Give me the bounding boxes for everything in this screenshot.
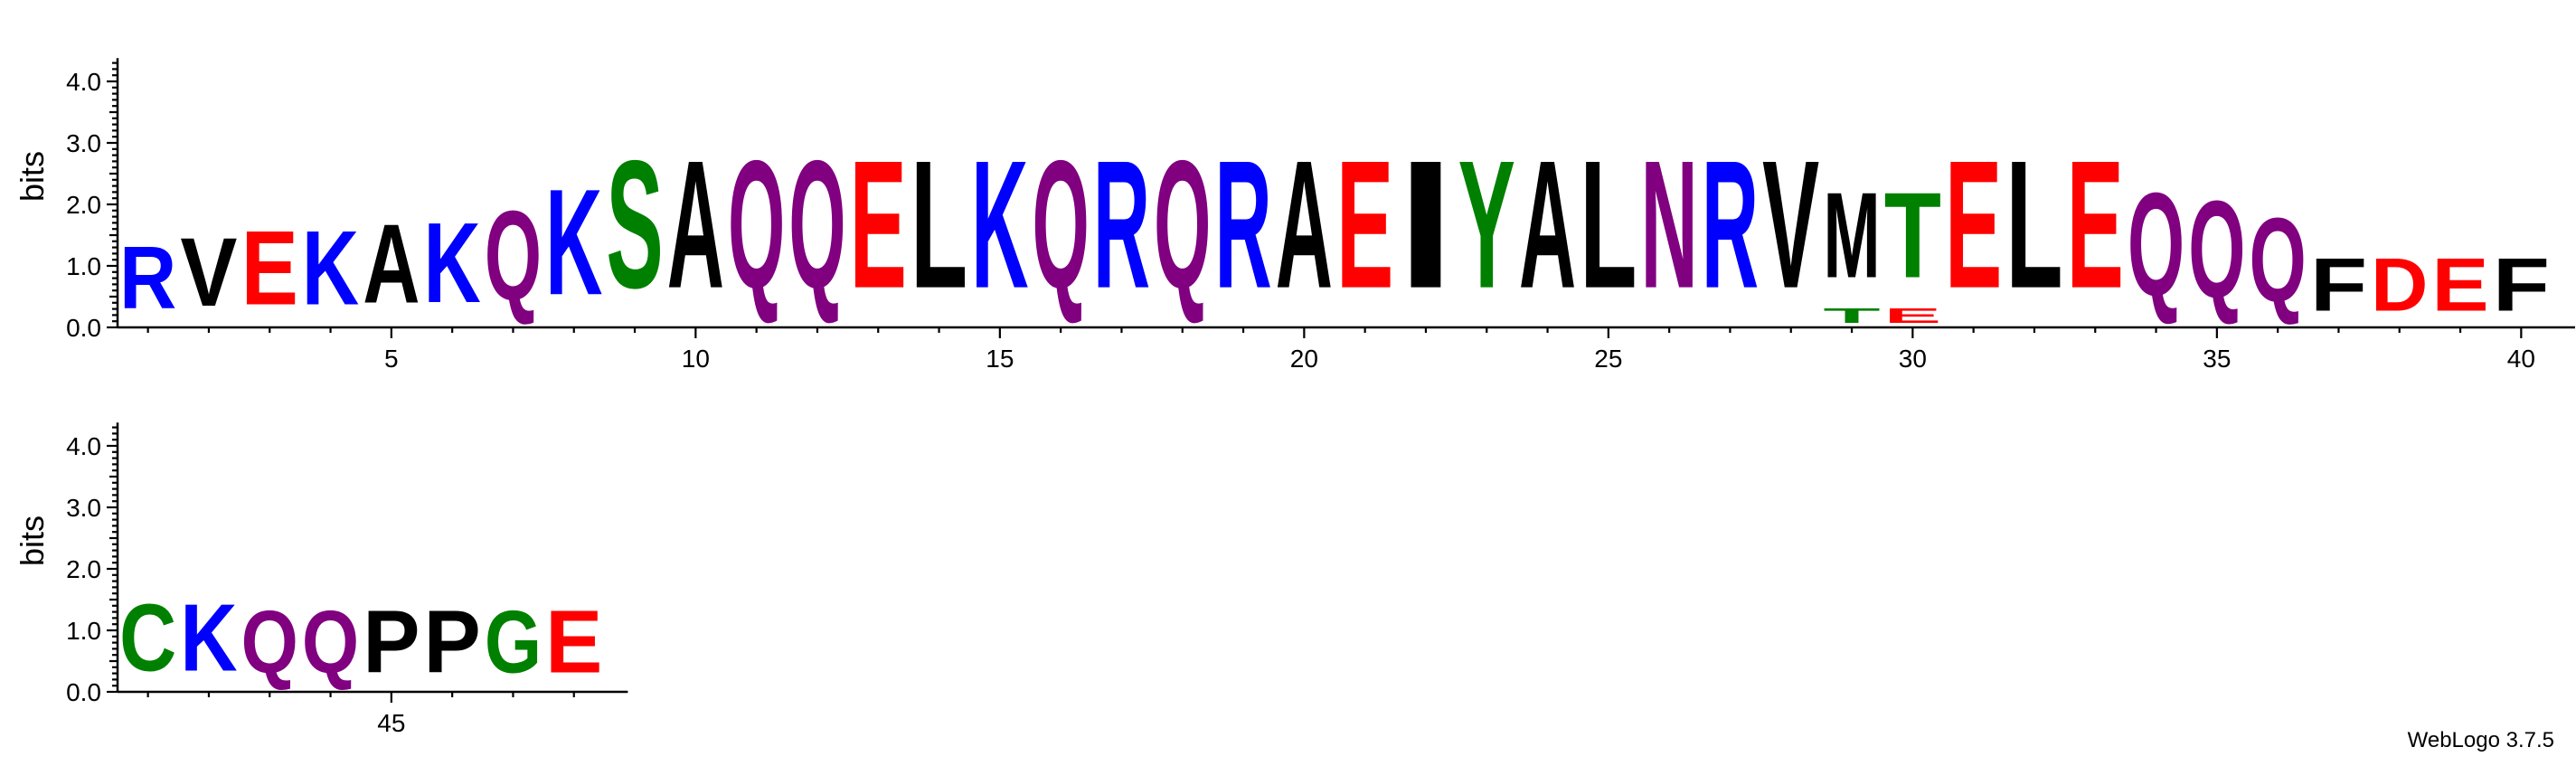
- y-tick-label: 4.0: [66, 68, 101, 96]
- y-tick-label: 4.0: [66, 432, 101, 460]
- logo-letter-f: F: [2493, 242, 2550, 326]
- logo-letter-k: K: [545, 158, 602, 327]
- x-tick-label: 15: [986, 345, 1014, 373]
- logo-letter-e: E: [1336, 123, 1393, 326]
- logo-letter-r: R: [1214, 122, 1271, 326]
- y-tick-label: 3.0: [66, 129, 101, 157]
- logo-letter-p: P: [424, 593, 481, 692]
- logo-letter-q: Q: [241, 592, 298, 692]
- x-tick-label: 5: [384, 345, 399, 373]
- logo-letter-c: C: [119, 584, 176, 692]
- logo-letter-l: L: [1580, 122, 1637, 326]
- logo-letter-e: E: [545, 593, 602, 692]
- y-axis-label: bits: [14, 151, 51, 202]
- logo-letter-q: Q: [788, 122, 845, 326]
- logo-letter-q: Q: [2250, 194, 2307, 327]
- x-tick-label: 30: [1899, 345, 1927, 373]
- logo-letter-f: F: [2310, 242, 2367, 326]
- logo-letter-q: Q: [728, 122, 785, 326]
- logo-letter-v: V: [1762, 124, 1819, 326]
- y-tick-label: 0.0: [66, 678, 101, 706]
- logo-letter-k: K: [302, 209, 359, 326]
- logo-letter-e: E: [850, 123, 907, 326]
- logo-letter-y: Y: [1458, 123, 1515, 326]
- logo-letter-a: A: [1276, 122, 1333, 326]
- logo-letter-r: R: [119, 228, 176, 327]
- logo-letter-e: E: [2431, 242, 2488, 327]
- x-tick-label: 40: [2507, 345, 2535, 373]
- x-tick-label: 45: [377, 709, 405, 737]
- logo-letter-g: G: [485, 592, 542, 692]
- x-tick-label: 20: [1290, 345, 1318, 373]
- logo-letter-s: S: [606, 123, 663, 326]
- y-tick-label: 1.0: [66, 617, 101, 645]
- weblogo-credit: WebLogo 3.7.5: [2407, 728, 2554, 752]
- y-axis-label: bits: [14, 515, 51, 566]
- y-tick-label: 2.0: [66, 191, 101, 219]
- logo-letter-i: I: [1397, 122, 1454, 326]
- logo-letter-e: E: [1945, 123, 2002, 326]
- logo-letter-d: D: [2371, 242, 2428, 327]
- logo-letter-k: K: [180, 584, 237, 692]
- logo-letter-t: T: [1884, 167, 1941, 303]
- logo-letter-p: P: [363, 593, 420, 692]
- y-tick-label: 3.0: [66, 494, 101, 522]
- logo-letter-q: Q: [1033, 122, 1090, 326]
- logo-letter-a: A: [667, 122, 724, 326]
- logo-letter-e: E: [241, 209, 298, 327]
- logo-letter-l: L: [2005, 122, 2062, 326]
- logo-letter-k: K: [424, 201, 481, 328]
- logo-letter-q: Q: [2188, 172, 2245, 326]
- logo-letter-v: V: [180, 217, 237, 326]
- logo-letter-q: Q: [2128, 164, 2184, 327]
- logo-letter-a: A: [363, 201, 420, 326]
- logo-letter-n: N: [1641, 122, 1698, 326]
- logo-letter-r: R: [1702, 122, 1759, 326]
- logo-letter-q: Q: [302, 592, 359, 692]
- logo-letter-r: R: [1093, 122, 1150, 326]
- logo-letter-m: M: [1823, 168, 1880, 304]
- y-tick-label: 2.0: [66, 555, 101, 583]
- logo-letter-e: E: [2067, 123, 2124, 326]
- logo-letter-k: K: [971, 122, 1028, 326]
- x-tick-label: 10: [682, 345, 710, 373]
- logo-letter-t: T: [1823, 304, 1880, 327]
- logo-letter-q: Q: [1154, 122, 1211, 326]
- logo-letter-a: A: [1519, 122, 1576, 326]
- logo-letter-e: E: [1884, 304, 1941, 327]
- logo-letter-l: L: [911, 122, 967, 326]
- y-tick-label: 1.0: [66, 252, 101, 280]
- y-tick-label: 0.0: [66, 314, 101, 342]
- x-tick-label: 25: [1594, 345, 1622, 373]
- x-tick-label: 35: [2203, 345, 2231, 373]
- logo-letter-q: Q: [485, 185, 542, 327]
